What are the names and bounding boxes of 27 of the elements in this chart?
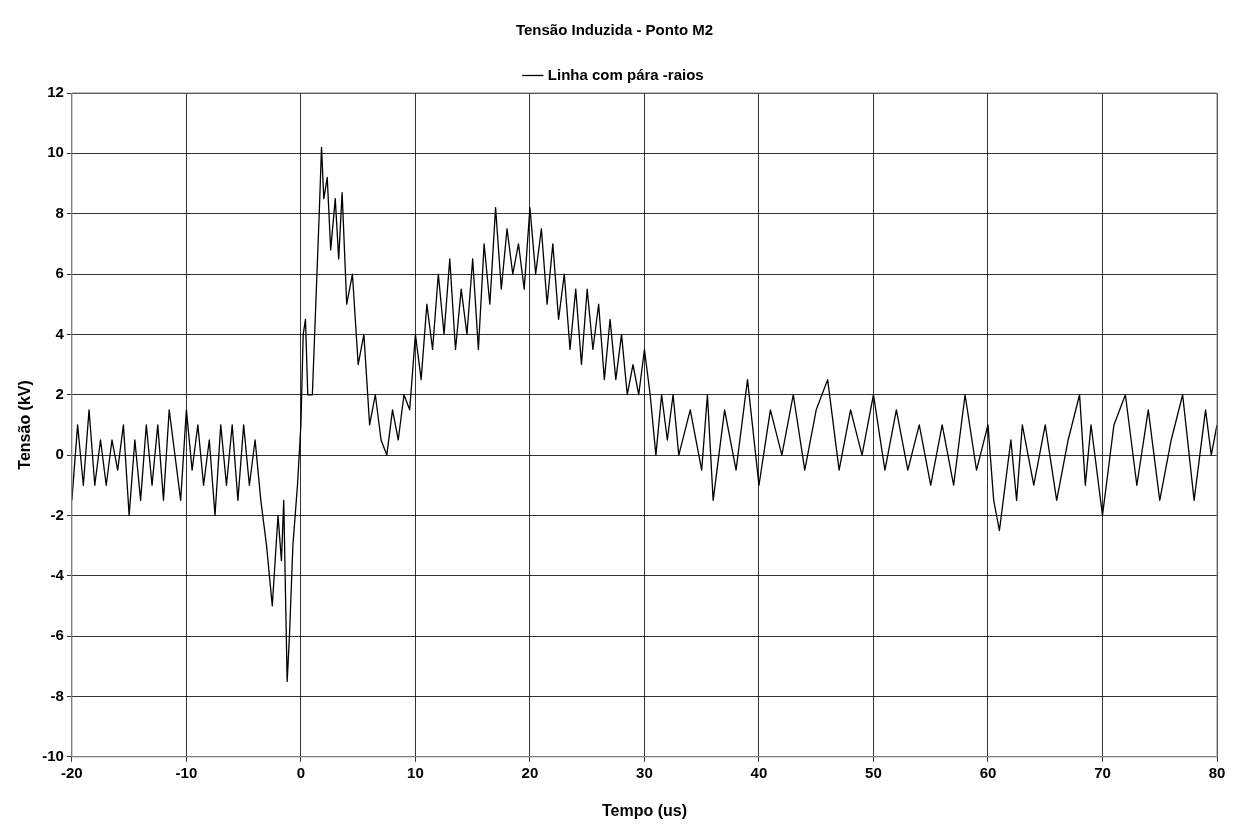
y-tick-label: 6: [55, 264, 64, 282]
x-tick-label: 30: [636, 763, 653, 781]
y-tick-label: -4: [50, 565, 65, 583]
y-tick-label: -6: [50, 626, 64, 644]
y-tick-label: 4: [55, 324, 65, 342]
y-tick-label: -10: [42, 746, 64, 764]
x-tick-label: 80: [1208, 763, 1226, 781]
x-tick-label: 10: [407, 763, 424, 781]
x-tick-label: 60: [979, 763, 997, 781]
x-axis-title: Tempo (us): [601, 801, 687, 819]
x-tick-label: 70: [1094, 763, 1111, 781]
x-tick-label: 20: [521, 763, 539, 781]
y-tick-label: 2: [55, 384, 64, 402]
x-tick-label: -20: [61, 763, 83, 781]
chart-title: Tensão Induzida - Ponto M2: [515, 21, 714, 39]
x-tick-label: 40: [750, 763, 768, 781]
y-tick-label: -2: [50, 505, 64, 523]
y-tick-label: 10: [47, 143, 64, 161]
x-tick-label: -10: [175, 763, 198, 781]
y-tick-label: -8: [50, 686, 64, 704]
x-tick-label: 0: [296, 763, 306, 781]
y-tick-label: 0: [55, 445, 64, 463]
y-tick-label: 12: [47, 83, 64, 101]
y-axis-title: Tensão (kV): [16, 380, 34, 470]
legend-label: Linha com pára -raios: [547, 65, 704, 83]
y-tick-label: 8: [55, 203, 64, 221]
x-tick-label: 50: [865, 763, 882, 781]
